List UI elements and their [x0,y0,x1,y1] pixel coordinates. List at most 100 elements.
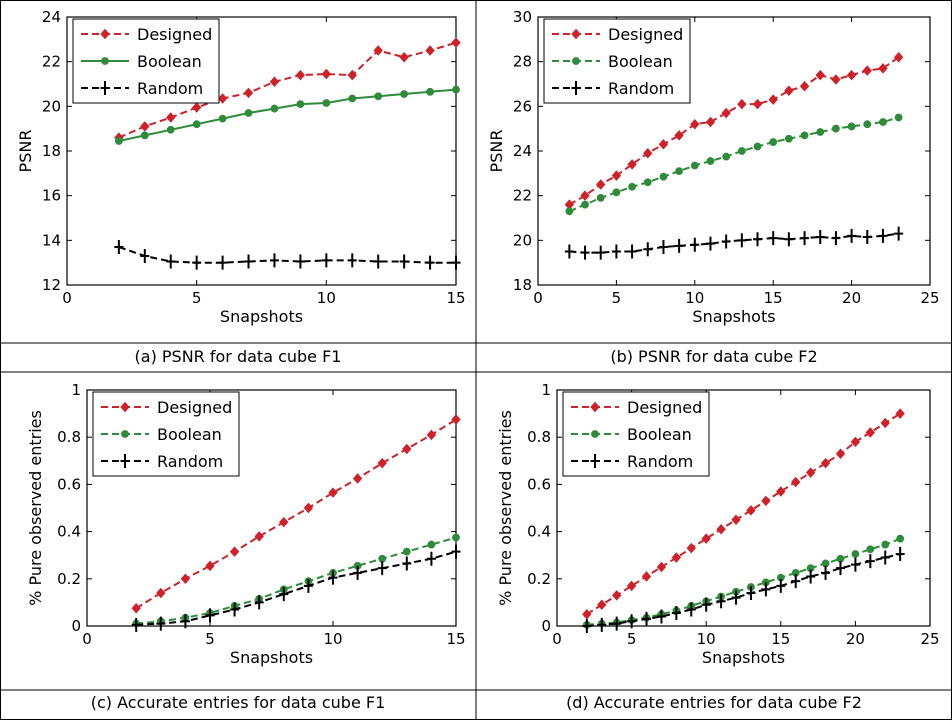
data-point [863,120,872,129]
data-point [426,429,437,441]
y-tick-label: 20 [513,231,532,249]
data-point [254,531,264,542]
y-tick-label: 18 [513,276,532,294]
data-point [895,408,905,419]
data-point [784,232,794,247]
data-point [671,552,682,563]
data-point [791,574,801,589]
data-point [659,172,668,181]
y-axis-label: % Pure observed entries [26,410,45,606]
data-point [690,118,700,130]
data-point [690,161,699,170]
y-tick-label: 0 [71,617,81,635]
data-point [321,68,332,80]
data-point [832,124,840,133]
legend-marker [571,28,581,40]
data-point [295,69,306,81]
x-tick-label: 15 [764,289,783,307]
data-point [140,131,149,140]
data-point [628,182,636,191]
chart-panel-a: 0 5 10 15 12 14 16 18 20 22 24 Snapshots PSNR Designe… [16,8,466,366]
data-point [847,228,857,243]
legend-label: Designed [608,25,683,44]
y-axis-label: PSNR [487,130,506,173]
legend-label: Boolean [157,425,222,444]
x-tick-label: 5 [205,630,215,648]
data-point [705,116,716,128]
data-point [373,254,383,269]
legend-marker [590,401,600,413]
x-tick-label: 15 [446,289,465,307]
x-tick-label: 5 [612,289,622,307]
data-point [205,608,215,623]
data-point [279,587,289,602]
data-point [866,545,875,554]
data-point [881,540,890,549]
data-point [269,253,279,268]
data-point [847,122,856,131]
data-point [805,467,816,478]
data-point [627,159,637,170]
data-point [722,152,731,161]
data-point [701,533,711,544]
data-point [721,107,731,119]
data-point [737,233,747,248]
legend-label: Designed [157,398,232,417]
data-point [731,590,741,605]
series-random [582,547,905,633]
legend-label: Designed [627,398,702,417]
data-point [690,237,700,252]
y-tick-label: 16 [42,187,61,205]
data-point [752,98,763,110]
data-point [800,231,810,246]
data-point [816,128,825,136]
data-point [244,254,254,269]
legend: Designed Boolean Random [92,391,240,477]
legend-label: Boolean [627,425,692,444]
data-point [156,616,166,631]
y-tick-label: 0.2 [57,570,81,588]
series-line-designed [568,56,900,206]
data-point [270,104,279,113]
data-point [192,255,202,270]
data-point [156,587,166,599]
data-point [894,226,904,241]
series-line-designed [135,418,457,610]
data-point [597,617,607,632]
x-tick-label: 25 [920,630,939,648]
data-point [378,554,387,563]
series-designed [582,408,905,620]
x-tick-label: 0 [62,289,72,307]
y-tick-label: 0.8 [57,428,81,446]
series-line-designed [118,41,457,139]
y-tick-label: 26 [513,97,532,115]
chart-panel-d: 0 5 10 15 20 25 0 0.2 0.4 0.6 0.8 1 Snapshots % Pure … [496,381,940,712]
data-point [377,457,387,469]
panel-caption: (a) PSNR for data cube F1 [135,347,342,366]
data-point [452,533,460,542]
data-point [768,94,778,105]
data-point [737,98,747,110]
data-point [643,147,653,159]
legend-marker [571,81,581,95]
data-point [296,100,305,108]
data-point [328,570,338,585]
x-tick-label: 25 [920,289,939,307]
legend-marker [100,81,110,95]
legend-label: Random [627,452,693,471]
data-point [769,138,778,146]
legend-label: Random [157,452,223,471]
legend-marker [120,454,130,468]
data-point [878,228,888,243]
data-point [656,561,667,573]
x-axis-label: Snapshots [702,648,785,667]
data-point [879,118,887,126]
data-point [269,76,280,88]
series-line-boolean [136,536,457,625]
data-point [686,602,696,617]
data-point [862,65,872,76]
data-point [641,571,652,582]
data-point [218,255,228,270]
x-tick-label: 10 [317,289,336,307]
data-point [205,560,215,572]
